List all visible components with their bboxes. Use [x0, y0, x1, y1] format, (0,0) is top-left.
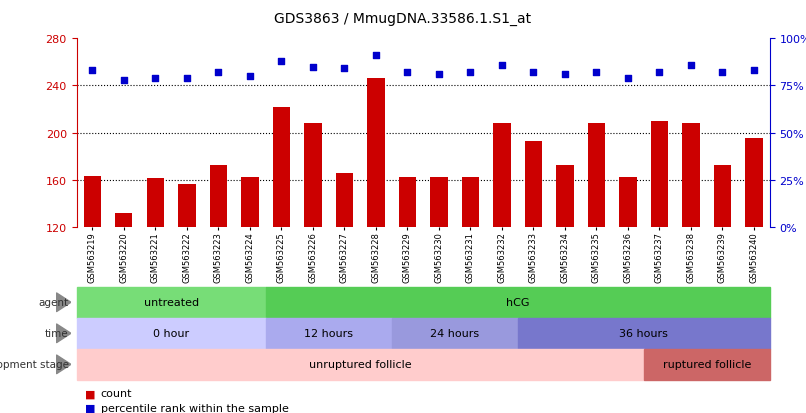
Point	[716, 70, 729, 76]
Bar	[115, 213, 132, 227]
Point	[621, 76, 634, 82]
Text: development stage: development stage	[0, 359, 69, 370]
Text: ruptured follicle: ruptured follicle	[663, 359, 751, 370]
Bar	[368, 79, 384, 227]
Text: hCG: hCG	[506, 297, 530, 308]
Point	[212, 70, 225, 76]
Bar	[77, 287, 266, 318]
Point	[243, 74, 256, 80]
Bar	[588, 124, 605, 227]
Bar	[210, 166, 227, 227]
Text: 36 hours: 36 hours	[619, 328, 668, 339]
Text: 12 hours: 12 hours	[304, 328, 353, 339]
Bar	[147, 179, 164, 227]
Point	[338, 66, 351, 73]
Bar	[336, 173, 353, 227]
Bar	[650, 121, 668, 227]
Bar	[493, 124, 510, 227]
Bar	[266, 318, 392, 349]
Bar	[683, 124, 700, 227]
Bar	[304, 124, 322, 227]
Bar	[77, 318, 266, 349]
Point	[401, 70, 413, 76]
Point	[149, 76, 162, 82]
Point	[433, 71, 446, 78]
Bar	[462, 178, 479, 227]
Bar	[77, 349, 644, 380]
Point	[86, 68, 99, 74]
Bar	[178, 185, 196, 227]
Bar	[644, 349, 770, 380]
Point	[464, 70, 477, 76]
Point	[181, 76, 193, 82]
Bar	[266, 287, 770, 318]
Bar	[517, 318, 770, 349]
Text: count: count	[101, 389, 132, 399]
Bar	[84, 177, 101, 227]
Text: untreated: untreated	[143, 297, 198, 308]
Point	[747, 68, 760, 74]
Point	[118, 77, 131, 84]
Bar	[430, 178, 447, 227]
Point	[559, 71, 571, 78]
Point	[684, 62, 697, 69]
Text: GDS3863 / MmugDNA.33586.1.S1_at: GDS3863 / MmugDNA.33586.1.S1_at	[274, 12, 532, 26]
Bar	[399, 178, 416, 227]
Text: ■: ■	[85, 389, 98, 399]
Text: unruptured follicle: unruptured follicle	[309, 359, 411, 370]
Text: agent: agent	[39, 297, 69, 308]
Bar	[525, 141, 542, 227]
Text: 24 hours: 24 hours	[430, 328, 480, 339]
Bar	[392, 318, 517, 349]
Point	[275, 59, 288, 65]
Point	[496, 62, 509, 69]
Bar	[714, 166, 731, 227]
Point	[653, 70, 666, 76]
Bar	[272, 107, 290, 227]
Point	[527, 70, 540, 76]
Text: time: time	[45, 328, 69, 339]
Bar	[556, 166, 574, 227]
Polygon shape	[56, 324, 71, 343]
Point	[369, 53, 382, 59]
Text: ■: ■	[85, 403, 98, 413]
Bar	[746, 139, 762, 227]
Bar	[241, 178, 259, 227]
Polygon shape	[56, 355, 71, 374]
Bar	[619, 178, 637, 227]
Text: 0 hour: 0 hour	[153, 328, 189, 339]
Polygon shape	[56, 293, 71, 312]
Text: percentile rank within the sample: percentile rank within the sample	[101, 403, 289, 413]
Point	[590, 70, 603, 76]
Point	[306, 64, 319, 71]
